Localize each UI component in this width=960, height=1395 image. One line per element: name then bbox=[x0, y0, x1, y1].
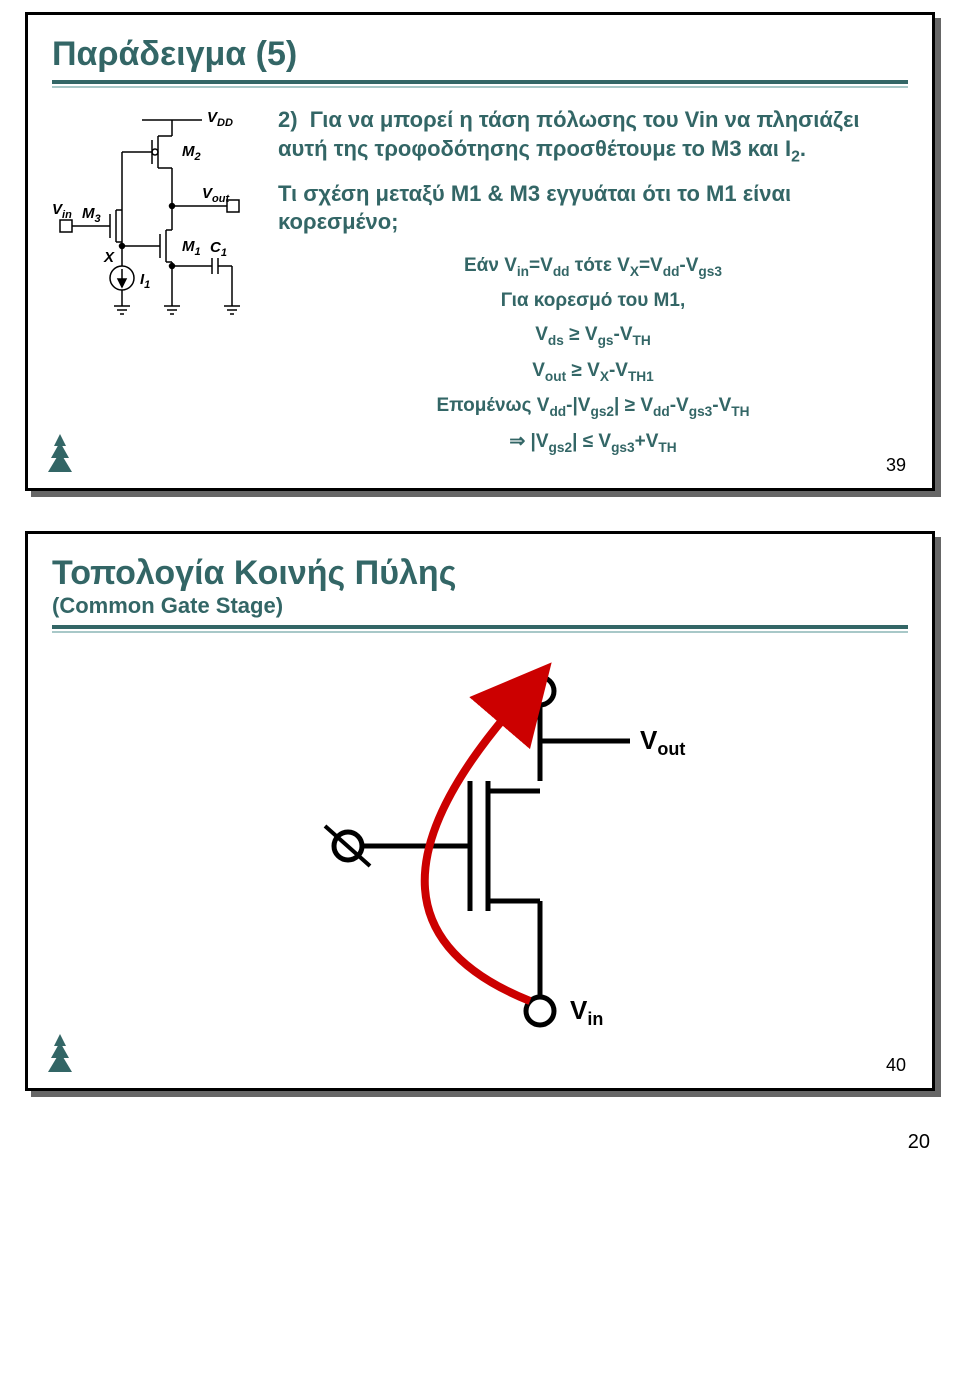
slide2-subtitle: (Common Gate Stage) bbox=[52, 593, 908, 619]
leaf-icon bbox=[42, 1032, 78, 1074]
slide1-body: VDD M2 M3 M1 Vin Vout X I1 C1 2) Για να … bbox=[52, 106, 908, 460]
svg-text:M3: M3 bbox=[82, 205, 101, 225]
slide-2: Τοπολογία Κοινής Πύλης (Common Gate Stag… bbox=[25, 531, 935, 1091]
equations: Εάν Vin=Vdd τότε VX=Vdd-Vgs3 Για κορεσμό… bbox=[278, 249, 908, 460]
paragraph-1: 2) Για να μπορεί η τάση πόλωσης του Vin … bbox=[278, 106, 908, 168]
title-divider-2 bbox=[52, 625, 908, 633]
slide1-page-number: 39 bbox=[886, 455, 906, 476]
common-gate-diagram: Vout Vin bbox=[220, 651, 740, 1051]
eq-5: Επομένως Vdd-|Vgs2| ≥ Vdd-Vgs3-VTH bbox=[278, 389, 908, 424]
svg-text:M1: M1 bbox=[182, 238, 201, 258]
slide2-page-number: 40 bbox=[886, 1055, 906, 1076]
svg-text:C1: C1 bbox=[210, 239, 227, 259]
eq-2: Για κορεσμό του Μ1, bbox=[278, 284, 908, 318]
eq-3: Vds ≥ Vgs-VTH bbox=[278, 318, 908, 353]
svg-text:Vout: Vout bbox=[202, 185, 230, 205]
circuit-schematic: VDD M2 M3 M1 Vin Vout X I1 C1 bbox=[52, 106, 262, 460]
svg-text:VDD: VDD bbox=[207, 109, 233, 129]
slide-1: Παράδειγμα (5) bbox=[25, 12, 935, 491]
footer-page-number: 20 bbox=[0, 1131, 930, 1154]
eq-4: Vout ≥ VX-VTH1 bbox=[278, 354, 908, 389]
title-divider bbox=[52, 80, 908, 88]
slide1-text: 2) Για να μπορεί η τάση πόλωσης του Vin … bbox=[278, 106, 908, 460]
vin-label: Vin bbox=[570, 995, 603, 1029]
leaf-icon bbox=[42, 432, 78, 474]
svg-text:M2: M2 bbox=[182, 143, 201, 163]
svg-text:I1: I1 bbox=[140, 271, 150, 291]
svg-text:Vin: Vin bbox=[52, 201, 72, 221]
eq-6: ⇒ |Vgs2| ≤ Vgs3+VTH bbox=[278, 425, 908, 460]
vout-label: Vout bbox=[640, 725, 685, 759]
svg-text:X: X bbox=[103, 249, 115, 266]
paragraph-2: Τι σχέση μεταξύ Μ1 & Μ3 εγγυάται ότι το … bbox=[278, 180, 908, 237]
eq-1: Εάν Vin=Vdd τότε VX=Vdd-Vgs3 bbox=[278, 249, 908, 284]
circuit-svg: VDD M2 M3 M1 Vin Vout X I1 C1 bbox=[52, 106, 262, 366]
slide1-title: Παράδειγμα (5) bbox=[52, 35, 908, 74]
slide2-title: Τοπολογία Κοινής Πύλης bbox=[52, 554, 908, 593]
